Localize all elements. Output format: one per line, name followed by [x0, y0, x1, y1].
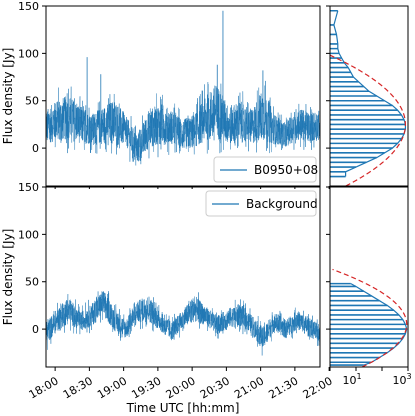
xtick-label: 22:00 [301, 374, 335, 401]
xtick-label: 20:00 [164, 374, 198, 401]
legend-label-b0950: B0950+08 [254, 163, 318, 177]
bottom-right-axes-frame [329, 186, 409, 368]
bottom-left-axes-frame [45, 186, 321, 368]
top-right-axes-frame [329, 5, 409, 187]
xtick-label: 21:00 [232, 374, 266, 401]
b0950-hist-outline [333, 10, 406, 177]
ytick-label: 50 [25, 276, 39, 289]
ytick-label: 150 [18, 181, 39, 194]
background-gaussian-fit [332, 268, 408, 367]
hist-tick-10-3: 103 [392, 372, 411, 387]
b0950-hist-bars [330, 9, 406, 178]
background-hist-bars [330, 282, 407, 366]
bottom-ylabel: Flux density [Jy] [1, 229, 15, 326]
xtick-label: 19:00 [95, 374, 129, 401]
legend-bottom: Background [205, 190, 318, 217]
xtick-label: 18:30 [61, 374, 95, 401]
ytick-label: 150 [18, 0, 39, 13]
b0950-line [46, 80, 320, 166]
hist-tick-10-1: 101 [342, 372, 361, 387]
xlabel: Time UTC [hh:mm] [126, 401, 240, 415]
b0950-histogram [330, 9, 407, 186]
background-line [46, 291, 320, 356]
ytick-label: 0 [32, 323, 39, 336]
xtick-label: 21:30 [266, 374, 300, 401]
xtick-label: 18:00 [27, 374, 61, 401]
top-ylabel: Flux density [Jy] [1, 48, 15, 145]
ytick-label: 50 [25, 95, 39, 108]
background-timeseries [46, 291, 320, 356]
legend-top: B0950+08 [213, 156, 318, 183]
legend-label-background: Background [246, 197, 318, 211]
ytick-label: 100 [18, 228, 39, 241]
top-left-axes-frame [45, 5, 321, 187]
b0950-gaussian-fit [330, 54, 407, 186]
xtick-label: 19:30 [129, 374, 163, 401]
ytick-label: 0 [32, 142, 39, 155]
b0950-timeseries [46, 10, 320, 166]
xtick-label: 20:30 [198, 374, 232, 401]
ytick-label: 100 [18, 47, 39, 60]
background-histogram [330, 268, 408, 367]
